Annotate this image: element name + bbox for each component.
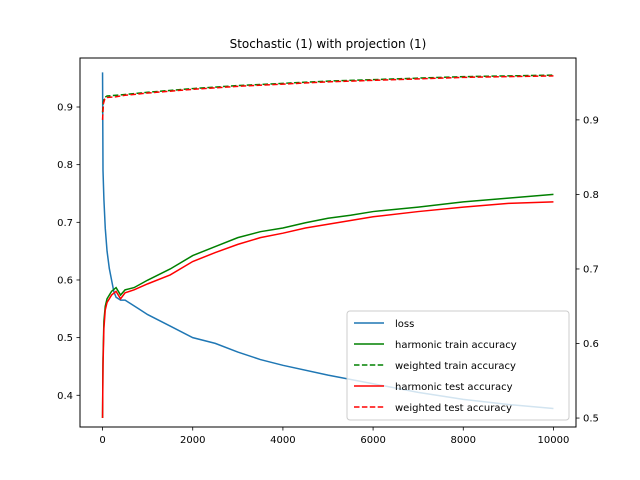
y-left-tick-label: 0.4 bbox=[57, 391, 73, 402]
series-line-2 bbox=[101, 193, 554, 419]
legend: loss harmonic train accuracy weighted trai… bbox=[346, 310, 570, 421]
y-right-tick-label: 0.5 bbox=[583, 414, 599, 425]
y-left-tick-label: 0.6 bbox=[57, 275, 73, 286]
x-tick-label: 0 bbox=[99, 435, 105, 446]
y-left-tick-label: 0.8 bbox=[57, 160, 73, 171]
x-tick-label: 4000 bbox=[270, 435, 295, 446]
y-right-tick-label: 0.9 bbox=[583, 115, 599, 126]
x-tick-label: 8000 bbox=[451, 435, 476, 446]
y-right-tick-label: 0.7 bbox=[583, 264, 599, 275]
ticks-layer: 0 2000 4000 6000 8000 10000 0.4 0.5 0.6 0.7 0.8 0.9… bbox=[57, 103, 599, 446]
x-tick-label: 2000 bbox=[180, 435, 205, 446]
series-line-4 bbox=[101, 201, 554, 419]
y-left-tick-label: 0.7 bbox=[57, 218, 73, 229]
y-right-tick-label: 0.6 bbox=[583, 339, 599, 350]
legend-box bbox=[346, 310, 570, 421]
plot-frame bbox=[79, 57, 577, 428]
y-left-tick-label: 0.9 bbox=[57, 103, 73, 114]
legend-label: harmonic train accuracy bbox=[395, 340, 517, 351]
x-tick-label: 6000 bbox=[360, 435, 385, 446]
legend-label: harmonic test accuracy bbox=[395, 382, 513, 393]
y-left-tick-label: 0.5 bbox=[57, 333, 73, 344]
y-right-tick-label: 0.8 bbox=[583, 190, 599, 201]
legend-label: weighted test accuracy bbox=[395, 403, 512, 414]
legend-label: weighted train accuracy bbox=[395, 361, 516, 372]
chart-title: Stochastic (1) with projection (1) bbox=[230, 37, 427, 51]
series-line-5 bbox=[101, 75, 554, 120]
legend-label: loss bbox=[395, 319, 414, 330]
x-tick-label: 10000 bbox=[538, 435, 570, 446]
